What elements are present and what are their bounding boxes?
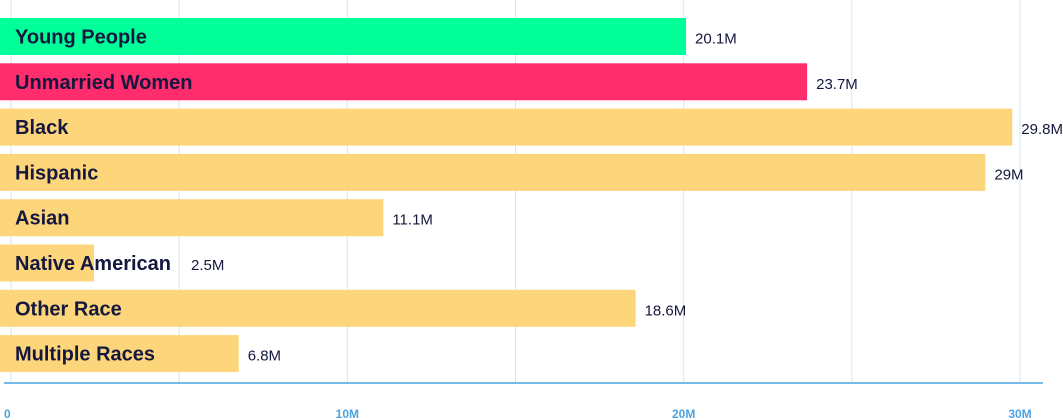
bar: [0, 289, 636, 327]
value-label: 18.6M: [645, 302, 687, 319]
category-label: Hispanic: [15, 162, 98, 184]
value-labels: 20.1M 23.7M 29.8M 29M 11.1M 2.5M 18.6M 6.8M: [191, 31, 1063, 365]
x-tick-label: 0: [4, 407, 11, 420]
bar: [0, 63, 808, 101]
category-labels: Young People Unmarried Women Black Hispanic…: [15, 27, 192, 366]
bar: [0, 108, 1013, 146]
value-label: 23.7M: [816, 76, 858, 93]
bar: [0, 18, 687, 55]
value-label: 29M: [994, 166, 1023, 183]
x-tick-labels: 0 10M 20M 30M: [4, 407, 1032, 420]
value-label: 20.1M: [695, 31, 737, 48]
bar: [0, 199, 384, 237]
value-label: 6.8M: [248, 348, 281, 365]
value-label: 2.5M: [191, 257, 224, 274]
category-label: Other Race: [15, 298, 122, 320]
category-label: Native American: [15, 253, 171, 275]
x-tick-label: 10M: [336, 407, 359, 420]
bar: [0, 153, 986, 191]
category-label: Asian: [15, 208, 69, 230]
value-label: 29.8M: [1021, 121, 1063, 138]
category-label: Black: [15, 117, 69, 139]
x-tick-label: 20M: [672, 407, 695, 420]
category-label: Young People: [15, 27, 147, 49]
bar: [0, 335, 239, 373]
value-label: 11.1M: [392, 212, 433, 229]
bar: [0, 244, 95, 282]
bars-group: [0, 18, 1013, 373]
x-tick-label: 30M: [1008, 407, 1031, 420]
category-label: Unmarried Women: [15, 72, 192, 94]
category-label: Multiple Races: [15, 344, 155, 366]
